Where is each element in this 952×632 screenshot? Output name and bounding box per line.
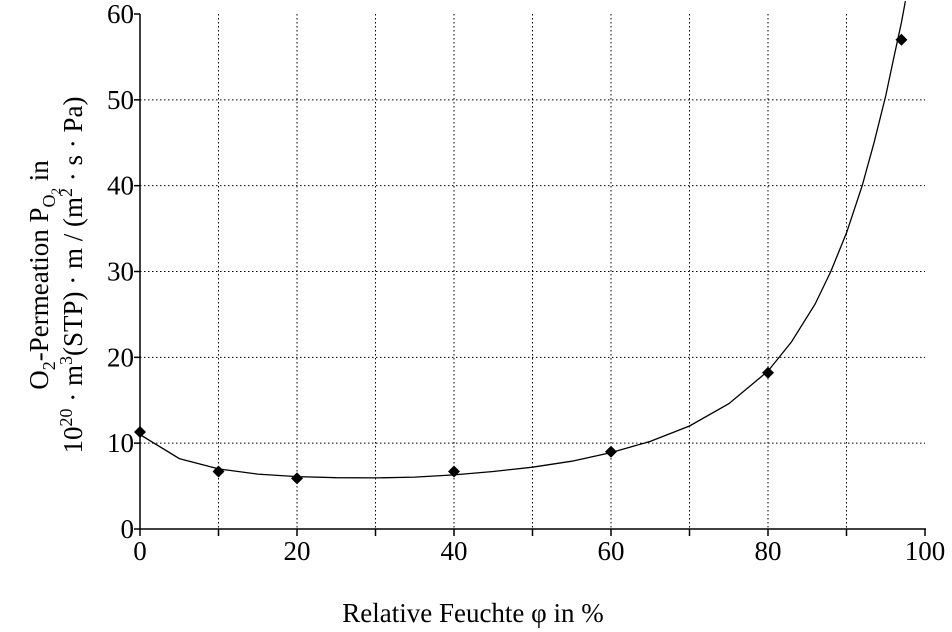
grid-lines — [140, 14, 925, 529]
y-tick-label: 30 — [107, 257, 134, 287]
y-tick-label: 40 — [107, 171, 134, 201]
x-axis-title: Relative Feuchte φ in % — [342, 598, 604, 628]
y-tick-label: 10 — [107, 428, 134, 458]
x-tick-label: 80 — [755, 536, 782, 566]
x-tick-labels: 0 20 40 60 80 100 — [133, 536, 945, 566]
y-axis-title-line1: O2-Permeation PO2 in — [24, 160, 63, 390]
y-tick-labels: 0 10 20 30 40 50 60 — [107, 0, 134, 544]
tick-marks — [134, 13, 926, 536]
y-axis-title-line2: 1020 · m3(STP) · m / (m2 · s · Pa) — [56, 97, 88, 454]
y-axis-title: O2-Permeation PO2 in 1020 · m3(STP) · m … — [24, 97, 88, 454]
data-point — [448, 465, 460, 478]
data-point — [762, 366, 774, 379]
x-tick-label: 0 — [133, 536, 147, 566]
x-tick-label: 40 — [441, 536, 468, 566]
x-tick-label: 60 — [598, 536, 625, 566]
y-tick-label: 60 — [107, 0, 134, 29]
x-tick-label: 20 — [284, 536, 311, 566]
data-points — [134, 33, 908, 485]
y-tick-label: 20 — [107, 342, 134, 372]
data-point — [291, 472, 303, 485]
data-point — [605, 445, 617, 458]
y-tick-label: 0 — [121, 514, 135, 544]
data-point — [895, 33, 908, 46]
data-point — [212, 465, 225, 478]
fit-curve — [140, 0, 907, 479]
data-point — [134, 426, 146, 439]
x-tick-label: 100 — [905, 536, 946, 566]
y-tick-label: 50 — [107, 85, 134, 115]
